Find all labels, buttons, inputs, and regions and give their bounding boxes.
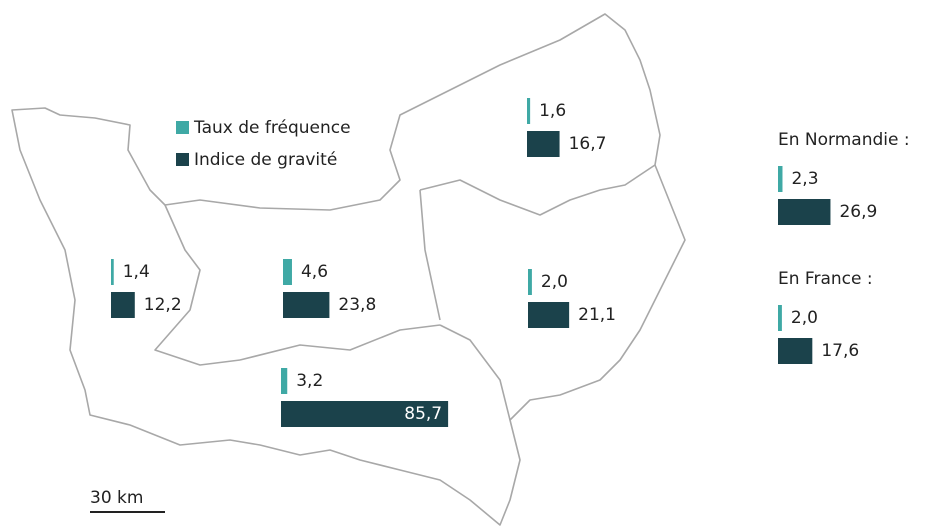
gravity-bar bbox=[778, 199, 831, 225]
gravity-bar bbox=[111, 292, 135, 318]
map-outline bbox=[11, 13, 686, 526]
frequency-label: 1,6 bbox=[539, 101, 566, 121]
gravity-label: 23,8 bbox=[338, 295, 376, 315]
frequency-label: 3,2 bbox=[296, 371, 323, 391]
gravity-label: 26,9 bbox=[839, 202, 877, 222]
frequency-label: 2,0 bbox=[791, 308, 818, 328]
legend-label: Indice de gravité bbox=[194, 150, 337, 170]
gravity-label: 16,7 bbox=[569, 134, 607, 154]
gravity-bar bbox=[281, 401, 449, 427]
legend-label: Taux de fréquence bbox=[193, 118, 351, 138]
gravity-bar bbox=[528, 302, 570, 328]
frequency-bar bbox=[281, 368, 288, 394]
frequency-bar bbox=[283, 259, 292, 285]
gravity-bar bbox=[778, 338, 813, 364]
frequency-label: 2,0 bbox=[541, 272, 568, 292]
gravity-label: 21,1 bbox=[578, 305, 616, 325]
legend-swatch bbox=[176, 121, 189, 134]
frequency-bar bbox=[778, 166, 783, 192]
frequency-bar bbox=[778, 305, 782, 331]
summary-title: En France : bbox=[778, 269, 873, 289]
frequency-bar bbox=[111, 259, 114, 285]
gravity-bar bbox=[283, 292, 330, 318]
frequency-bar bbox=[528, 269, 532, 295]
scale-label: 30 km bbox=[90, 488, 143, 508]
gravity-bar bbox=[527, 131, 560, 157]
frequency-label: 2,3 bbox=[791, 169, 818, 189]
legend-swatch bbox=[176, 153, 189, 166]
gravity-label: 85,7 bbox=[404, 404, 442, 424]
gravity-label: 17,6 bbox=[821, 341, 859, 361]
frequency-label: 4,6 bbox=[301, 262, 328, 282]
summary-title: En Normandie : bbox=[778, 130, 910, 150]
gravity-label: 12,2 bbox=[144, 295, 182, 315]
frequency-bar bbox=[527, 98, 531, 124]
frequency-label: 1,4 bbox=[123, 262, 150, 282]
